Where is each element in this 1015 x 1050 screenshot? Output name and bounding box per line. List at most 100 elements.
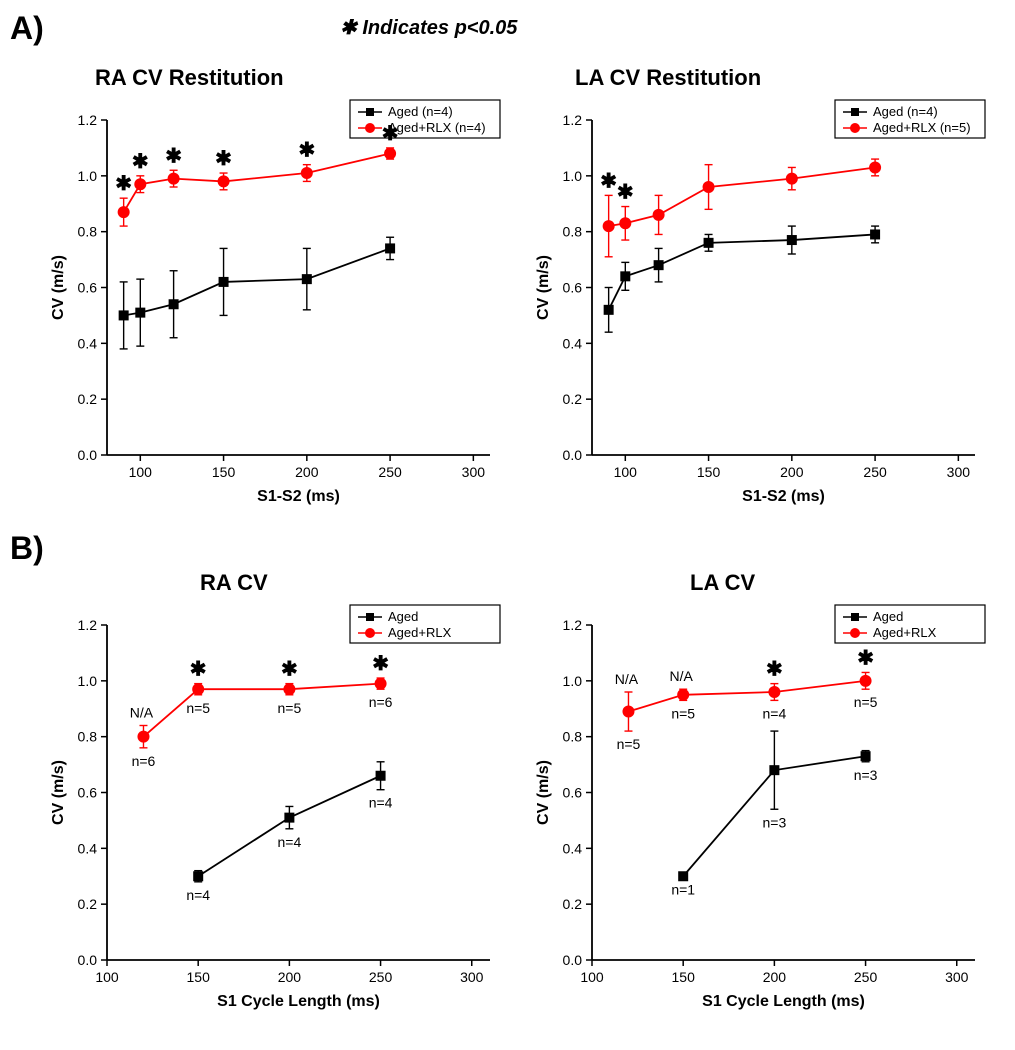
- svg-text:✱: ✱: [600, 170, 617, 192]
- svg-text:0.0: 0.0: [563, 447, 583, 463]
- svg-text:Aged+RLX: Aged+RLX: [873, 625, 937, 640]
- svg-text:n=6: n=6: [132, 753, 156, 769]
- svg-text:0.6: 0.6: [78, 280, 98, 296]
- svg-text:1.0: 1.0: [78, 673, 98, 689]
- svg-text:S1 Cycle Length (ms): S1 Cycle Length (ms): [702, 993, 865, 1010]
- svg-text:Aged (n=4): Aged (n=4): [388, 104, 453, 119]
- svg-text:0.4: 0.4: [563, 840, 583, 856]
- chart-A-left: 100 150 200 250 300 0.0 0.2 0.4 0.6 0.8 1.0 1.2 S1-S…: [45, 95, 505, 515]
- significance-note: ✱ Indicates p<0.05: [340, 15, 517, 40]
- svg-text:100: 100: [614, 464, 638, 480]
- svg-text:300: 300: [460, 969, 484, 985]
- svg-text:250: 250: [854, 969, 878, 985]
- svg-text:CV (m/s): CV (m/s): [50, 255, 67, 320]
- svg-text:0.0: 0.0: [78, 447, 98, 463]
- svg-text:0.4: 0.4: [563, 335, 583, 351]
- chart-A-left-title: RA CV Restitution: [95, 65, 284, 91]
- svg-text:300: 300: [462, 464, 486, 480]
- svg-text:0.8: 0.8: [78, 729, 98, 745]
- svg-text:150: 150: [212, 464, 236, 480]
- svg-text:S1-S2 (ms): S1-S2 (ms): [742, 488, 825, 505]
- svg-text:0.4: 0.4: [78, 840, 98, 856]
- svg-text:✱: ✱: [298, 140, 315, 162]
- svg-text:Aged+RLX (n=5): Aged+RLX (n=5): [873, 120, 971, 135]
- svg-text:300: 300: [945, 969, 969, 985]
- figure-root: A) ✱ Indicates p<0.05 RA CV Restitution …: [10, 10, 1005, 1040]
- svg-text:n=5: n=5: [278, 700, 302, 716]
- svg-text:✱: ✱: [115, 173, 132, 195]
- svg-text:200: 200: [295, 464, 319, 480]
- svg-text:0.4: 0.4: [78, 335, 98, 351]
- svg-text:✱: ✱: [857, 647, 874, 669]
- svg-text:Aged (n=4): Aged (n=4): [873, 104, 938, 119]
- svg-text:0.2: 0.2: [78, 391, 98, 407]
- svg-text:1.2: 1.2: [78, 617, 98, 633]
- svg-text:100: 100: [129, 464, 153, 480]
- svg-text:Aged+RLX (n=4): Aged+RLX (n=4): [388, 120, 486, 135]
- svg-text:✱: ✱: [190, 659, 207, 681]
- chart-B-left: 1001502002503000.00.20.40.60.81.01.2S1 C…: [45, 600, 505, 1020]
- svg-text:n=5: n=5: [854, 694, 878, 710]
- svg-text:200: 200: [763, 969, 787, 985]
- svg-text:0.8: 0.8: [563, 729, 583, 745]
- svg-text:1.2: 1.2: [563, 617, 583, 633]
- panel-B-label: B): [10, 530, 44, 567]
- svg-text:n=3: n=3: [854, 767, 878, 783]
- svg-text:150: 150: [697, 464, 721, 480]
- svg-text:1.2: 1.2: [563, 112, 583, 128]
- svg-text:n=4: n=4: [763, 705, 787, 721]
- svg-text:100: 100: [95, 969, 119, 985]
- svg-text:Aged: Aged: [873, 609, 903, 624]
- svg-text:1.0: 1.0: [563, 168, 583, 184]
- svg-text:n=4: n=4: [186, 887, 210, 903]
- svg-text:250: 250: [378, 464, 402, 480]
- svg-text:n=3: n=3: [763, 814, 787, 830]
- svg-text:n=5: n=5: [186, 700, 210, 716]
- svg-text:CV (m/s): CV (m/s): [535, 255, 552, 320]
- svg-text:✱: ✱: [281, 659, 298, 681]
- svg-text:1.0: 1.0: [563, 673, 583, 689]
- svg-text:0.8: 0.8: [563, 224, 583, 240]
- chart-B-right: 100 150 200 250 300 0.0 0.2 0.4 0.6 0.8 1.0 1.2 S1 C…: [530, 600, 990, 1020]
- svg-text:0.0: 0.0: [563, 952, 583, 968]
- svg-text:0.8: 0.8: [78, 224, 98, 240]
- svg-text:Aged+RLX: Aged+RLX: [388, 625, 452, 640]
- svg-text:0.2: 0.2: [563, 391, 583, 407]
- svg-text:✱: ✱: [372, 653, 389, 675]
- svg-text:✱: ✱: [132, 151, 149, 173]
- svg-text:n=5: n=5: [617, 736, 641, 752]
- svg-text:n=6: n=6: [369, 694, 393, 710]
- svg-text:N/A: N/A: [615, 671, 639, 687]
- svg-text:CV (m/s): CV (m/s): [50, 760, 67, 825]
- svg-text:N/A: N/A: [670, 668, 694, 684]
- svg-text:✱: ✱: [165, 145, 182, 167]
- svg-text:0.6: 0.6: [78, 785, 98, 801]
- chart-B-left-title: RA CV: [200, 570, 268, 596]
- svg-text:150: 150: [672, 969, 696, 985]
- svg-text:n=5: n=5: [671, 705, 695, 721]
- svg-text:1.2: 1.2: [78, 112, 98, 128]
- svg-text:Aged: Aged: [388, 609, 418, 624]
- svg-text:250: 250: [369, 969, 393, 985]
- svg-text:0.2: 0.2: [78, 896, 98, 912]
- svg-text:200: 200: [780, 464, 804, 480]
- svg-text:0.6: 0.6: [563, 785, 583, 801]
- svg-text:250: 250: [863, 464, 887, 480]
- svg-text:✱: ✱: [382, 123, 399, 145]
- svg-text:✱: ✱: [766, 659, 783, 681]
- svg-text:CV (m/s): CV (m/s): [535, 760, 552, 825]
- chart-A-right-title: LA CV Restitution: [575, 65, 761, 91]
- svg-text:n=1: n=1: [671, 881, 695, 897]
- svg-text:100: 100: [580, 969, 604, 985]
- svg-text:S1 Cycle Length (ms): S1 Cycle Length (ms): [217, 993, 380, 1010]
- svg-text:✱: ✱: [215, 148, 232, 170]
- svg-text:1.0: 1.0: [78, 168, 98, 184]
- svg-text:200: 200: [278, 969, 302, 985]
- svg-text:150: 150: [187, 969, 211, 985]
- svg-text:S1-S2 (ms): S1-S2 (ms): [257, 488, 340, 505]
- panel-A-label: A): [10, 10, 44, 47]
- svg-text:n=4: n=4: [278, 834, 302, 850]
- svg-text:0.2: 0.2: [563, 896, 583, 912]
- svg-text:✱: ✱: [617, 182, 634, 204]
- svg-text:0.6: 0.6: [563, 280, 583, 296]
